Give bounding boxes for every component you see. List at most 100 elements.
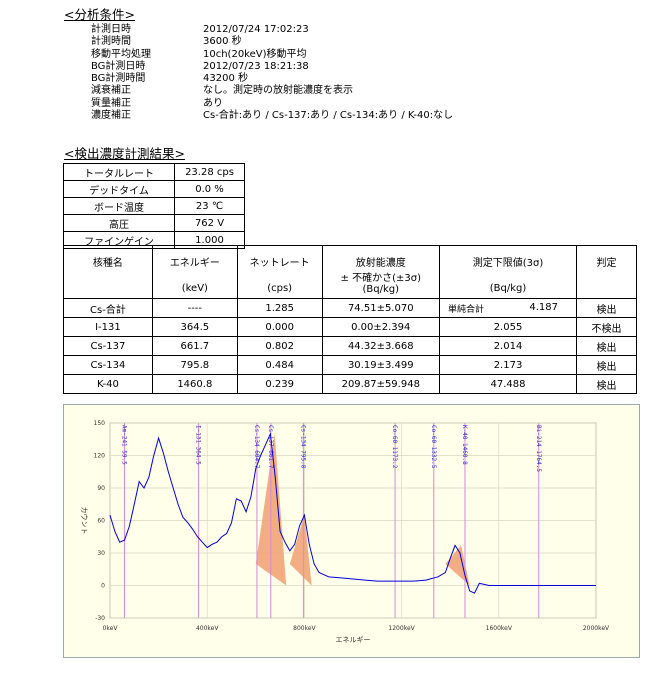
energy-cell: 661.7 — [152, 337, 237, 356]
lld-cell: 47.488 — [440, 375, 577, 394]
nuclide-cell: I-131 — [64, 318, 153, 337]
y-axis-label: カウント — [80, 507, 88, 535]
energy-cell: 1460.8 — [152, 375, 237, 394]
gamma-spectrum-chart: Am-241 59.5 I-131 364.5 Cs-134 604.7 Cs-137… — [63, 404, 640, 658]
col-activity: 放射能濃度 ± 不確かさ(±3σ) (Bq/kg) — [322, 246, 440, 299]
condition-label: 減衰補正 — [91, 85, 203, 97]
condition-row: 移動平均処理 10ch(20keV)移動平均 — [91, 49, 453, 61]
lld-cell: 2.055 — [440, 318, 577, 337]
activity-cell: 30.19±3.499 — [322, 356, 440, 375]
status-label: ボード温度 — [64, 198, 175, 215]
analysis-conditions-title: <分析条件> — [64, 4, 135, 23]
condition-row: 減衰補正 なし。測定時の放射能濃度を表示 — [91, 85, 453, 97]
condition-value: 43200 秒 — [203, 73, 248, 85]
x-tick-label: 400keV — [196, 625, 219, 632]
nuclide-marker-label: Am-241 59.5 — [120, 425, 127, 465]
col-netrate: ネットレート (cps) — [237, 246, 322, 299]
y-tick-label: 150 — [94, 420, 106, 427]
status-row: トータルレート 23.28 cps — [64, 164, 245, 181]
condition-value: 2012/07/23 18:21:38 — [203, 61, 309, 73]
col-judge: 判定 — [577, 246, 637, 299]
condition-row: 計測日時 2012/07/24 17:02:23 — [91, 24, 453, 36]
nuclide-marker-label: Co-60 1173.2 — [391, 425, 398, 469]
netrate-cell: 0.802 — [237, 337, 322, 356]
status-value: 23.28 cps — [175, 164, 245, 181]
condition-value: 3600 秒 — [203, 36, 242, 48]
measurement-results-title: <検出濃度計測結果> — [64, 143, 185, 162]
condition-value: Cs-合計:あり / Cs-137:あり / Cs-134:あり / K-40:… — [203, 110, 453, 122]
activity-cell: 209.87±59.948 — [322, 375, 440, 394]
judge-cell: 不検出 — [577, 318, 637, 337]
nuclide-marker-label: K-40 1460.8 — [461, 425, 468, 465]
activity-cell: 0.00±2.394 — [322, 318, 440, 337]
table-header-row: 核種名 エネルギー (keV) ネットレート (cps) 放射能濃度 ± 不確かさ(±… — [64, 246, 637, 299]
nuclide-marker-label: Cs-137 661.7 — [267, 425, 274, 469]
lld-cell: 2.173 — [440, 356, 577, 375]
col-lld: 測定下限値(3σ) (Bq/kg) — [440, 246, 577, 299]
condition-row: 計測時間 3600 秒 — [91, 36, 453, 48]
nuclide-cell: Cs-134 — [64, 356, 153, 375]
spectrum-svg: Am-241 59.5 I-131 364.5 Cs-134 604.7 Cs-137… — [64, 405, 639, 657]
condition-value: あり — [203, 98, 223, 110]
judge-cell: 検出 — [577, 337, 637, 356]
condition-value: 2012/07/24 17:02:23 — [203, 24, 309, 36]
energy-cell: 364.5 — [152, 318, 237, 337]
status-label: デッドタイム — [64, 181, 175, 198]
condition-label: BG計測日時 — [91, 61, 203, 73]
judge-cell: 検出 — [577, 299, 637, 318]
nuclide-marker-label: I-131 364.5 — [195, 425, 202, 465]
condition-value: なし。測定時の放射能濃度を表示 — [203, 85, 353, 97]
condition-label: 計測時間 — [91, 36, 203, 48]
netrate-cell: 0.000 — [237, 318, 322, 337]
condition-row: 濃度補正 Cs-合計:あり / Cs-137:あり / Cs-134:あり / K… — [91, 110, 453, 122]
nuclide-cell: Cs-137 — [64, 337, 153, 356]
condition-label: BG計測時間 — [91, 73, 203, 85]
activity-cell: 74.51±5.070 — [322, 299, 440, 318]
col-energy: エネルギー (keV) — [152, 246, 237, 299]
status-value: 0.0 % — [175, 181, 245, 198]
table-row: Cs-合計 ---- 1.285 74.51±5.070 単純合計 4.187 検出 — [64, 299, 637, 318]
status-row: デッドタイム 0.0 % — [64, 181, 245, 198]
table-row: K-40 1460.8 0.239 209.87±59.948 47.488 検出 — [64, 375, 637, 394]
nuclide-marker-label: Cs-134 795.8 — [299, 425, 306, 469]
condition-value: 10ch(20keV)移動平均 — [203, 49, 307, 61]
status-value: 23 ℃ — [175, 198, 245, 215]
energy-cell: 795.8 — [152, 356, 237, 375]
nuclide-marker-label: Bi-214 1764.5 — [535, 425, 542, 472]
table-row: Cs-134 795.8 0.484 30.19±3.499 2.173 検出 — [64, 356, 637, 375]
netrate-cell: 0.484 — [237, 356, 322, 375]
status-row: ボード温度 23 ℃ — [64, 198, 245, 215]
col-nuclide: 核種名 — [64, 246, 153, 299]
x-tick-label: 2000keV — [583, 625, 610, 632]
x-tick-label: 800keV — [293, 625, 316, 632]
status-value: 762 V — [175, 215, 245, 232]
netrate-cell: 0.239 — [237, 375, 322, 394]
netrate-cell: 1.285 — [237, 299, 322, 318]
condition-label: 濃度補正 — [91, 110, 203, 122]
condition-label: 移動平均処理 — [91, 49, 203, 61]
analysis-conditions: 計測日時 2012/07/24 17:02:23 計測時間 3600 秒移動平均処理 1… — [91, 24, 453, 122]
x-tick-label: 0keV — [103, 625, 119, 632]
judge-cell: 検出 — [577, 375, 637, 394]
x-tick-label: 1600keV — [486, 625, 513, 632]
x-tick-label: 1200keV — [388, 625, 415, 632]
status-row: 高圧 762 V — [64, 215, 245, 232]
condition-label: 質量補正 — [91, 98, 203, 110]
judge-cell: 検出 — [577, 356, 637, 375]
lld-cell: 2.014 — [440, 337, 577, 356]
table-row: Cs-137 661.7 0.802 44.32±3.668 2.014 検出 — [64, 337, 637, 356]
nuclide-marker-label: Co-60 1332.5 — [430, 425, 437, 469]
nuclide-cell: Cs-合計 — [64, 299, 153, 318]
y-tick-label: 0 — [101, 583, 105, 590]
y-tick-label: 60 — [97, 518, 105, 525]
y-tick-label: -30 — [95, 615, 105, 622]
y-tick-label: 30 — [97, 550, 105, 557]
status-label: 高圧 — [64, 215, 175, 232]
y-tick-label: 120 — [94, 453, 106, 460]
y-tick-label: 90 — [97, 485, 105, 492]
condition-label: 計測日時 — [91, 24, 203, 36]
activity-cell: 44.32±3.668 — [322, 337, 440, 356]
nuclide-cell: K-40 — [64, 375, 153, 394]
nuclide-marker-label: Cs-134 604.7 — [253, 425, 260, 469]
condition-row: BG計測時間 43200 秒 — [91, 73, 453, 85]
